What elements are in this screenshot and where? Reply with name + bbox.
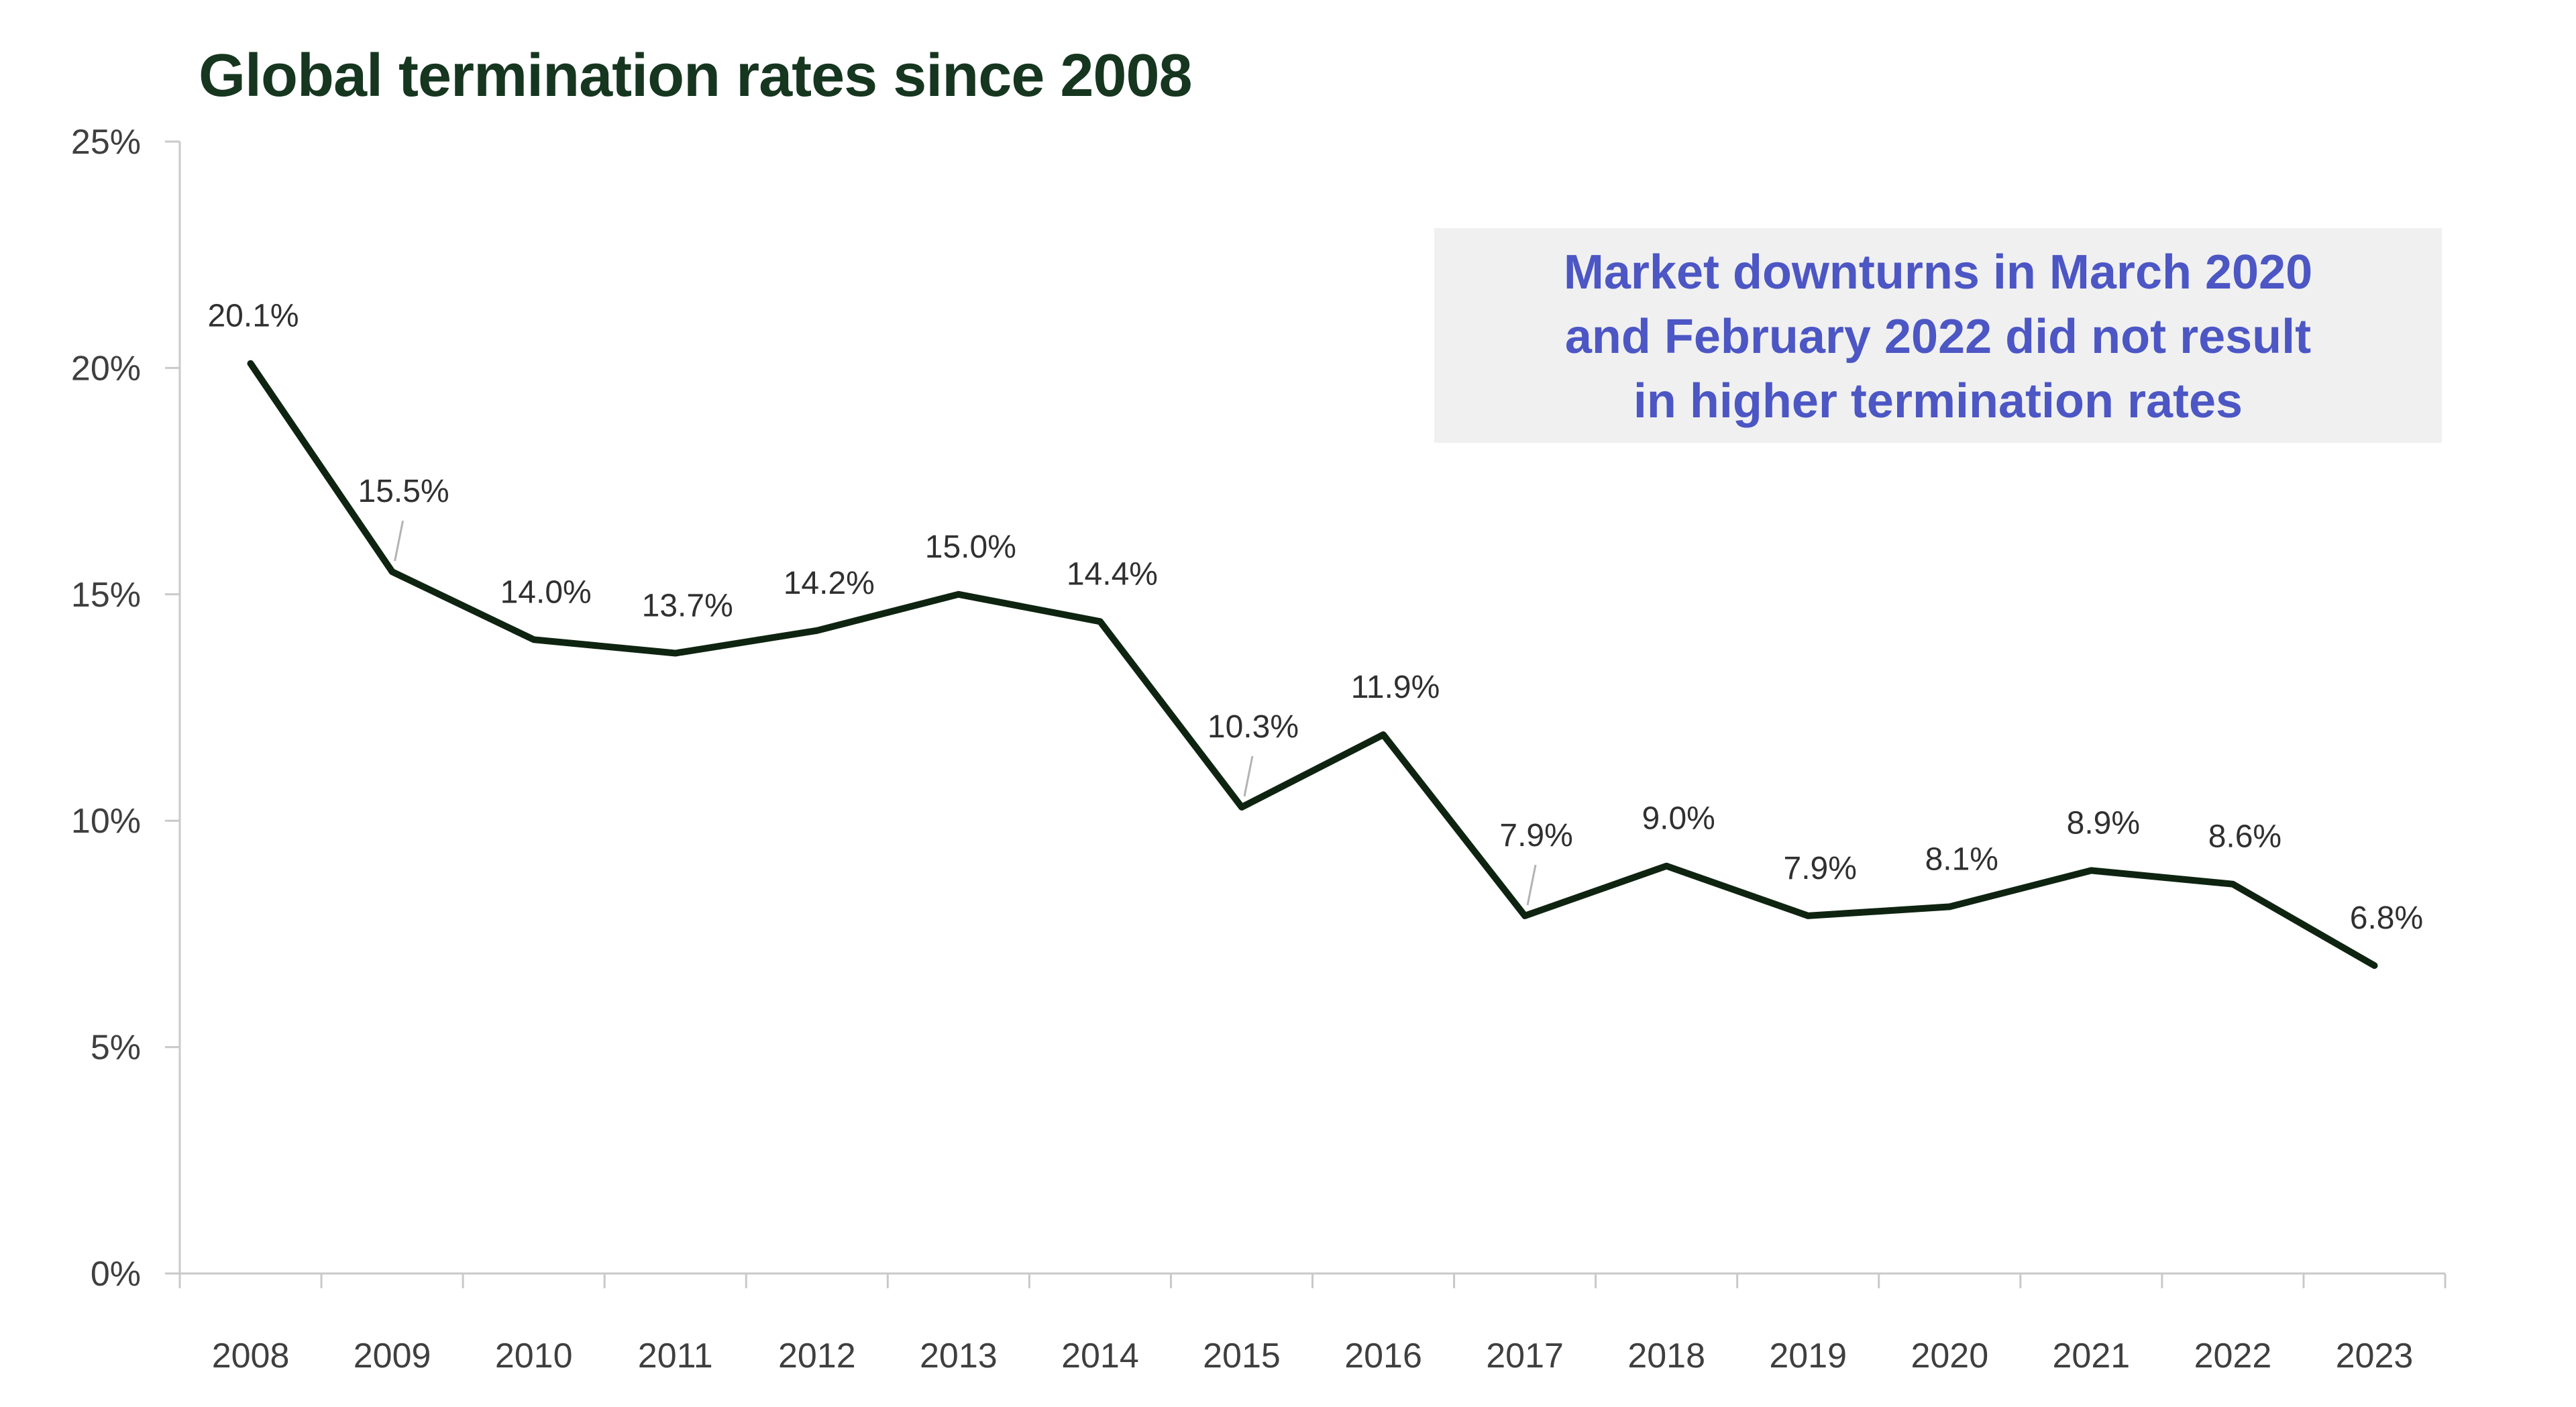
x-tick-label: 2015 xyxy=(1203,1337,1281,1375)
data-point-label: 7.9% xyxy=(1784,851,1857,886)
annotation-line-1: Market downturns in March 2020 xyxy=(1563,246,2313,299)
x-tick-label: 2014 xyxy=(1061,1337,1139,1375)
data-point-label: 14.0% xyxy=(500,574,592,610)
annotation-box: Market downturns in March 2020 and Febru… xyxy=(1434,228,2442,443)
data-point-label: 15.5% xyxy=(358,474,449,509)
data-point-label: 6.8% xyxy=(2350,900,2423,936)
data-point-label: 7.9% xyxy=(1499,818,1572,853)
label-leader-line xyxy=(1526,864,1537,906)
y-tick-label: 5% xyxy=(91,1029,141,1067)
y-tick-label: 10% xyxy=(71,802,141,841)
x-tick-label: 2013 xyxy=(920,1337,998,1375)
x-tick-label: 2008 xyxy=(212,1337,290,1375)
label-leader-line xyxy=(1243,755,1254,797)
y-tick-label: 20% xyxy=(71,349,141,388)
line-series xyxy=(247,360,2378,970)
data-point-label: 10.3% xyxy=(1208,709,1299,745)
annotation-line-2: and February 2022 did not result xyxy=(1564,310,2312,364)
y-tick-label: 25% xyxy=(71,123,141,162)
x-tick-label: 2022 xyxy=(2194,1337,2272,1375)
y-tick-label: 0% xyxy=(91,1255,141,1294)
x-tick-label: 2011 xyxy=(638,1337,713,1375)
x-tick-label: 2010 xyxy=(495,1337,573,1375)
data-point-label: 8.6% xyxy=(2208,819,2282,855)
data-point-label: 20.1% xyxy=(207,299,299,334)
x-tick-label: 2016 xyxy=(1344,1337,1422,1375)
data-point-label: 8.1% xyxy=(1925,841,1998,877)
x-tick-label: 2020 xyxy=(1911,1337,1988,1375)
data-point-label: 11.9% xyxy=(1351,670,1440,705)
data-point-label: 14.4% xyxy=(1067,556,1158,592)
data-point-label: 8.9% xyxy=(2067,805,2140,841)
label-leader-line xyxy=(394,520,405,562)
chart-title: Global termination rates since 2008 xyxy=(199,42,1193,109)
x-tick-label: 2023 xyxy=(2336,1337,2414,1375)
x-tick-label: 2009 xyxy=(354,1337,431,1375)
x-tick-label: 2018 xyxy=(1627,1337,1705,1375)
data-point-label: 15.0% xyxy=(925,529,1016,565)
x-tick-label: 2012 xyxy=(778,1337,856,1375)
x-tick-label: 2021 xyxy=(2053,1337,2131,1375)
x-tick-label: 2017 xyxy=(1486,1337,1564,1375)
y-tick-label: 15% xyxy=(71,576,141,615)
x-tick-label: 2019 xyxy=(1769,1337,1847,1375)
data-point-label: 14.2% xyxy=(784,566,875,601)
annotation-line-3: in higher termination rates xyxy=(1633,374,2243,428)
data-point-label: 9.0% xyxy=(1642,801,1715,837)
data-point-label: 13.7% xyxy=(642,588,733,624)
